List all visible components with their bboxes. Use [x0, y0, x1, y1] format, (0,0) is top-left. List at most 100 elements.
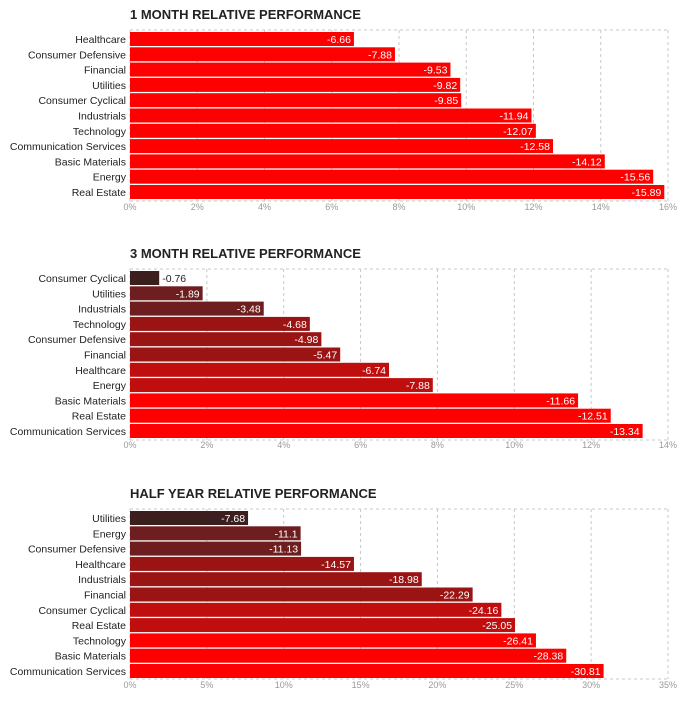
category-label: Healthcare: [75, 34, 126, 46]
bar: [130, 286, 203, 301]
chart-title-1m: 1 MONTH RELATIVE PERFORMANCE: [130, 7, 361, 22]
x-tick-label: 14%: [659, 440, 677, 450]
category-label: Utilities: [92, 288, 126, 300]
value-label: -7.88: [368, 49, 392, 61]
x-tick-label: 6%: [354, 440, 367, 450]
category-label: Technology: [73, 126, 127, 138]
category-label: Healthcare: [75, 365, 126, 377]
chart-1m: 0% 2% 4% 6% 8% 10% 12% 14% 16% Healthcare -6.66 Con…: [10, 29, 677, 212]
category-label: Consumer Cyclical: [38, 95, 126, 107]
category-label: Utilities: [92, 80, 126, 92]
bar: [130, 108, 532, 123]
category-label: Consumer Cyclical: [38, 273, 126, 285]
value-label: -4.98: [294, 334, 318, 346]
bar: [130, 169, 654, 184]
value-label: -26.41: [503, 635, 533, 647]
category-label: Technology: [73, 319, 127, 331]
category-label: Energy: [93, 380, 127, 392]
bar: [130, 378, 433, 393]
bar: [130, 123, 536, 138]
value-label: -6.66: [327, 34, 351, 46]
bar: [130, 332, 322, 347]
x-tick-label: 0%: [123, 440, 136, 450]
bar: [130, 139, 554, 154]
x-tick-label: 14%: [592, 202, 610, 212]
category-label: Real Estate: [72, 620, 126, 632]
x-tick-label: 8%: [392, 202, 405, 212]
value-label: -18.98: [389, 574, 419, 586]
chart-panel-1m: 1 MONTH RELATIVE PERFORMANCE 0% 2% 4% 6% 8% 1…: [0, 0, 690, 230]
x-tick-label: 15%: [352, 680, 370, 690]
value-label: -22.29: [440, 590, 470, 602]
chart-title-6m: HALF YEAR RELATIVE PERFORMANCE: [130, 486, 377, 501]
bar: [130, 664, 604, 678]
bar: [130, 154, 605, 169]
bar: [130, 32, 354, 46]
category-label: Consumer Cyclical: [38, 605, 126, 617]
value-label: -1.89: [176, 288, 200, 300]
x-tick-label: 30%: [582, 680, 600, 690]
category-label: Technology: [73, 635, 127, 647]
category-label: Basic Materials: [55, 651, 126, 663]
value-label: -7.88: [406, 380, 430, 392]
category-label: Industrials: [78, 574, 126, 586]
value-label: -0.76: [162, 273, 186, 285]
bar: [130, 271, 160, 285]
value-label: -12.07: [503, 126, 533, 138]
value-label: -4.68: [283, 319, 307, 331]
value-label: -30.81: [571, 666, 601, 678]
category-label: Consumer Defensive: [28, 544, 126, 556]
x-tick-label: 0%: [123, 202, 136, 212]
bar: [130, 511, 249, 525]
bar: [130, 62, 451, 77]
chart-title-3m: 3 MONTH RELATIVE PERFORMANCE: [130, 246, 361, 261]
category-label: Communication Services: [10, 426, 126, 438]
bar: [130, 393, 579, 408]
bar: [130, 347, 341, 362]
value-label: -11.13: [269, 544, 298, 556]
value-label: -11.94: [499, 111, 528, 123]
category-label: Industrials: [78, 304, 126, 316]
bar: [130, 572, 422, 587]
category-label: Industrials: [78, 111, 126, 123]
chart-panel-3m: 3 MONTH RELATIVE PERFORMANCE 0% 2% 4% 6% 8% 1…: [10, 246, 677, 450]
x-tick-label: 35%: [659, 680, 677, 690]
x-tick-label: 0%: [123, 680, 136, 690]
bar: [130, 541, 302, 556]
bar: [130, 587, 473, 602]
bar: [130, 556, 354, 571]
x-tick-label: 25%: [505, 680, 523, 690]
category-label: Healthcare: [75, 559, 126, 571]
value-label: -12.51: [578, 411, 608, 423]
category-label: Communication Services: [10, 666, 126, 678]
x-tick-label: 12%: [524, 202, 542, 212]
category-label: Consumer Defensive: [28, 334, 126, 346]
category-label: Communication Services: [10, 141, 126, 153]
value-label: -7.68: [221, 513, 245, 525]
value-label: -12.58: [520, 141, 550, 153]
category-label: Financial: [84, 65, 126, 77]
bar: [130, 424, 643, 438]
bar: [130, 301, 264, 316]
value-label: -28.38: [533, 651, 563, 663]
category-label: Utilities: [92, 513, 126, 525]
bar: [130, 602, 502, 617]
value-label: -9.82: [433, 80, 457, 92]
x-tick-label: 16%: [659, 202, 677, 212]
value-label: -11.1: [274, 528, 297, 540]
value-label: -3.48: [237, 304, 261, 316]
bar: [130, 185, 665, 199]
bar: [130, 93, 462, 108]
value-label: -14.57: [321, 559, 351, 571]
category-label: Real Estate: [72, 187, 126, 199]
category-label: Financial: [84, 590, 126, 602]
value-label: -15.89: [632, 187, 662, 199]
category-label: Energy: [93, 172, 127, 184]
value-label: -14.12: [572, 156, 602, 168]
value-label: -11.66: [546, 395, 575, 407]
category-label: Basic Materials: [55, 395, 126, 407]
category-label: Financial: [84, 350, 126, 362]
category-label: Real Estate: [72, 411, 126, 423]
bar: [130, 526, 301, 541]
